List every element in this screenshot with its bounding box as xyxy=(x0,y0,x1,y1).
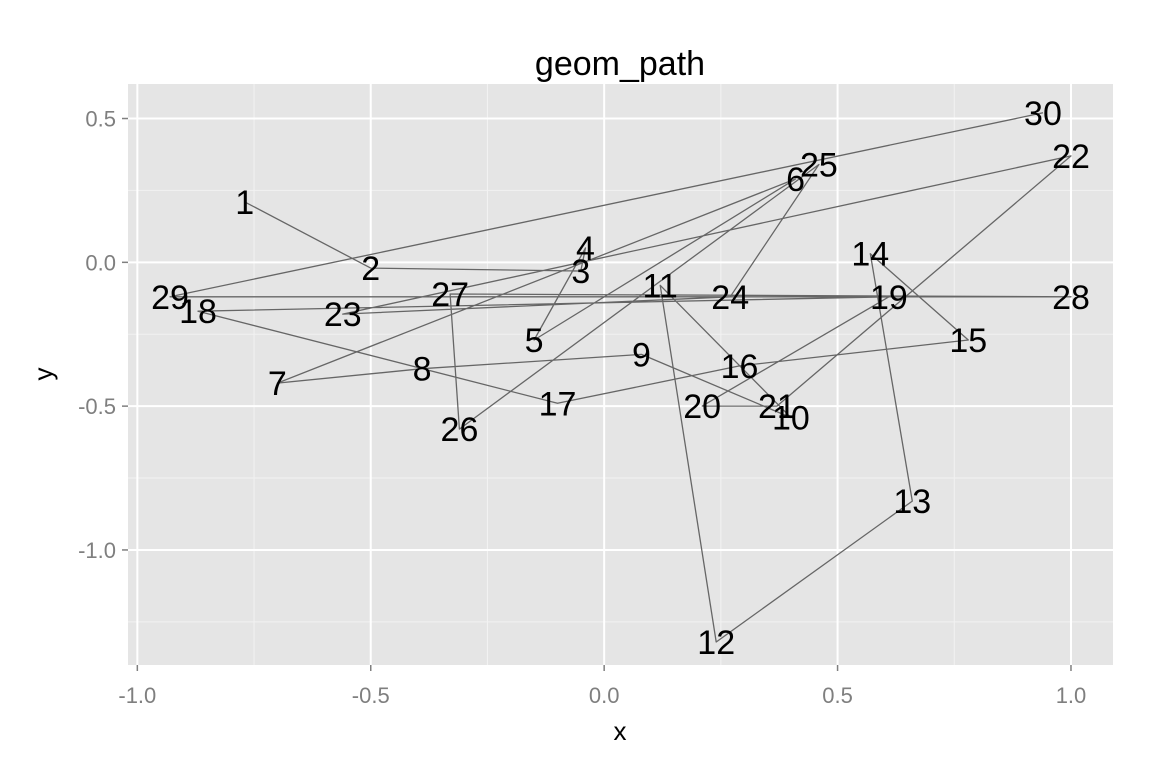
point-label: 26 xyxy=(441,411,479,449)
x-tick-label: 0.5 xyxy=(822,683,853,708)
point-label: 14 xyxy=(851,236,889,274)
point-label: 22 xyxy=(1052,138,1090,176)
point-label: 1 xyxy=(235,184,254,222)
x-tick-label: 1.0 xyxy=(1056,683,1087,708)
point-label: 10 xyxy=(772,400,810,438)
y-tick-label: -1.0 xyxy=(78,538,116,563)
point-label: 24 xyxy=(711,279,749,317)
point-label: 28 xyxy=(1052,279,1090,317)
point-label: 5 xyxy=(525,322,544,360)
point-label: 12 xyxy=(697,624,735,662)
point-label: 2 xyxy=(361,250,380,288)
point-label: 19 xyxy=(870,279,908,317)
plot-panel xyxy=(128,84,1113,665)
point-label: 3 xyxy=(571,253,590,291)
point-label: 23 xyxy=(324,296,362,334)
y-axis: 0.5 0.0 -0.5 -1.0 xyxy=(78,107,128,563)
x-tick-label: -1.0 xyxy=(118,683,156,708)
y-tick-label: 0.5 xyxy=(85,107,116,132)
x-axis: -1.0 -0.5 0.0 0.5 1.0 xyxy=(118,665,1086,708)
point-label: 7 xyxy=(268,365,287,403)
point-label: 27 xyxy=(431,276,469,314)
point-label: 8 xyxy=(413,351,432,389)
x-tick-label: -0.5 xyxy=(352,683,390,708)
point-label: 25 xyxy=(800,147,838,185)
x-tick-label: 0.0 xyxy=(589,683,620,708)
point-label: 21 xyxy=(758,388,796,426)
point-label: 13 xyxy=(893,483,931,521)
chart-title: geom_path xyxy=(535,45,705,83)
point-label: 20 xyxy=(683,388,721,426)
x-axis-title: x xyxy=(614,716,627,746)
y-tick-label: 0.0 xyxy=(85,250,116,275)
point-label: 11 xyxy=(643,267,678,305)
point-label: 17 xyxy=(539,385,577,423)
point-label: 6 xyxy=(786,161,805,199)
path-layer xyxy=(169,112,1072,643)
y-tick-label: -0.5 xyxy=(78,394,116,419)
series-path xyxy=(169,112,1072,643)
point-label: 30 xyxy=(1024,95,1062,133)
y-axis-title: y xyxy=(28,368,58,381)
grid-major xyxy=(128,84,1113,665)
point-label: 9 xyxy=(632,336,651,374)
point-label: 15 xyxy=(949,322,987,360)
point-label: 18 xyxy=(179,293,217,331)
point-label: 4 xyxy=(576,230,595,268)
point-label: 16 xyxy=(721,348,759,386)
point-label: 29 xyxy=(151,279,189,317)
